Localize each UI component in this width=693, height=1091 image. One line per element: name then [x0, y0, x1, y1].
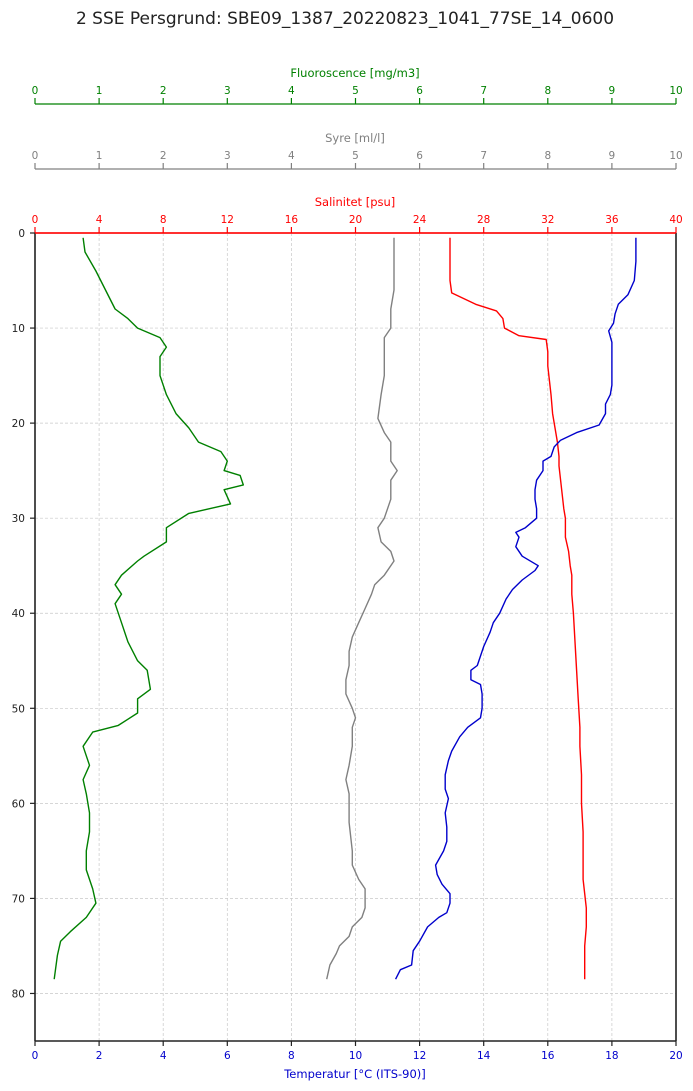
- fluorescence-axis-label: Fluoroscence [mg/m3]: [290, 66, 419, 80]
- salinity-tick-label: 32: [541, 214, 554, 226]
- temperature-tick-label: 4: [160, 1050, 167, 1062]
- depth-axis: 0 10 20 30 40 50 60 70 80: [12, 228, 35, 1000]
- chart-title: 2 SSE Persgrund: SBE09_1387_20220823_104…: [76, 9, 614, 29]
- salinity-profile-line: [449, 237, 587, 980]
- oxygen-axis: Syre [ml/l] 0 1 2 3 4 5 6 7 8 9 10: [32, 131, 683, 170]
- fluorescence-tick-label: 4: [288, 85, 295, 97]
- fluorescence-tick-label: 3: [224, 85, 231, 97]
- fluorescence-tick-label: 9: [609, 85, 616, 97]
- temperature-tick-label: 14: [477, 1050, 491, 1062]
- oxygen-tick-label: 8: [544, 150, 551, 162]
- depth-tick-label: 80: [12, 988, 25, 1000]
- depth-tick-label: 30: [12, 513, 25, 525]
- gridlines: [34, 232, 677, 1041]
- temperature-tick-label: 18: [605, 1050, 618, 1062]
- depth-tick-label: 10: [12, 323, 25, 335]
- salinity-tick-label: 8: [160, 214, 167, 226]
- temperature-axis: Temperatur [°C (ITS-90)] 0 2 4 6 8 10 12 14 16 18…: [32, 1041, 683, 1081]
- salinity-tick-label: 4: [96, 214, 103, 226]
- fluorescence-axis: Fluoroscence [mg/m3] 0 1 2 3 4 5 6 7 8 9 10: [32, 66, 683, 105]
- fluorescence-tick-label: 1: [96, 85, 103, 97]
- temperature-tick-label: 0: [32, 1050, 39, 1062]
- oxygen-profile-line: [326, 237, 398, 980]
- depth-tick-label: 0: [18, 228, 25, 240]
- temperature-tick-label: 12: [413, 1050, 426, 1062]
- salinity-tick-label: 12: [221, 214, 234, 226]
- fluorescence-tick-label: 5: [352, 85, 359, 97]
- temperature-axis-label: Temperatur [°C (ITS-90)]: [283, 1067, 426, 1081]
- salinity-axis-label: Salinitet [psu]: [315, 195, 396, 209]
- oxygen-tick-label: 0: [32, 150, 39, 162]
- oxygen-tick-label: 4: [288, 150, 295, 162]
- fluorescence-tick-label: 8: [544, 85, 551, 97]
- oxygen-tick-label: 3: [224, 150, 231, 162]
- salinity-tick-label: 40: [669, 214, 682, 226]
- oxygen-tick-label: 6: [416, 150, 423, 162]
- fluorescence-tick-label: 2: [160, 85, 167, 97]
- oxygen-tick-label: 5: [352, 150, 359, 162]
- temperature-tick-label: 10: [349, 1050, 362, 1062]
- depth-tick-label: 40: [12, 608, 25, 620]
- fluorescence-tick-label: 6: [416, 85, 423, 97]
- oxygen-tick-label: 10: [669, 150, 682, 162]
- oxygen-tick-label: 2: [160, 150, 167, 162]
- temperature-tick-label: 8: [288, 1050, 295, 1062]
- salinity-tick-label: 20: [349, 214, 362, 226]
- salinity-tick-label: 16: [285, 214, 299, 226]
- temperature-tick-label: 2: [96, 1050, 103, 1062]
- oxygen-tick-label: 1: [96, 150, 103, 162]
- temperature-profile-line: [394, 237, 637, 980]
- oxygen-tick-label: 9: [609, 150, 616, 162]
- salinity-tick-label: 0: [32, 214, 39, 226]
- fluorescence-profile-line: [53, 237, 244, 980]
- salinity-tick-label: 36: [605, 214, 619, 226]
- salinity-tick-label: 28: [477, 214, 490, 226]
- fluorescence-tick-label: 0: [32, 85, 39, 97]
- depth-tick-label: 50: [12, 703, 25, 715]
- depth-tick-label: 60: [12, 798, 25, 810]
- depth-tick-label: 20: [12, 418, 25, 430]
- temperature-tick-label: 20: [669, 1050, 682, 1062]
- oxygen-tick-label: 7: [480, 150, 487, 162]
- salinity-axis: Salinitet [psu] 0 4 8 12 16 20 24 28 32 36 40: [32, 195, 683, 234]
- temperature-tick-label: 16: [541, 1050, 555, 1062]
- fluorescence-tick-label: 10: [669, 85, 682, 97]
- temperature-tick-label: 6: [224, 1050, 231, 1062]
- salinity-tick-label: 24: [413, 214, 427, 226]
- data-series: [53, 237, 637, 980]
- oxygen-axis-label: Syre [ml/l]: [325, 131, 385, 145]
- depth-tick-label: 70: [12, 893, 25, 905]
- fluorescence-tick-label: 7: [480, 85, 487, 97]
